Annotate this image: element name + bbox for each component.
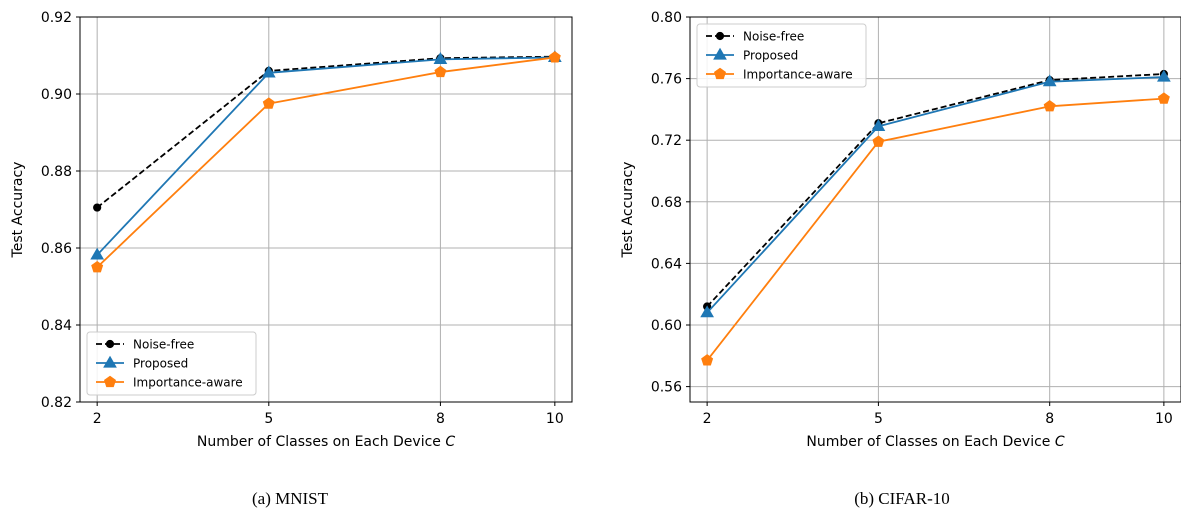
y-tick-label: 0.76 (651, 72, 682, 88)
series-importance-aware (91, 51, 561, 273)
data-point (1157, 92, 1170, 104)
legend-entry: Proposed (133, 357, 188, 371)
series-importance-aware (701, 92, 1170, 366)
series-line (96, 56, 555, 256)
x-tick-label: 2 (93, 411, 102, 427)
series-line (96, 55, 555, 209)
x-axis-label: Number of Classes on Each Device C (197, 434, 456, 450)
x-tick-label: 2 (703, 411, 712, 427)
x-axis-label-variable: C (445, 434, 455, 450)
series-noise-free (703, 69, 1168, 311)
data-point (90, 247, 105, 260)
chart-2: 2 5 8 10 0.56 0.60 0.64 0.68 0.72 0.76 0.80 Number … (620, 10, 1181, 508)
y-axis-label: Test Accuracy (620, 162, 636, 259)
x-tick-label: 10 (1155, 411, 1173, 427)
y-tick-label: 0.84 (41, 318, 72, 334)
y-tick-label: 0.86 (41, 241, 72, 257)
legend-entry: Noise-free (743, 30, 804, 44)
y-tick-label: 0.64 (651, 256, 682, 272)
x-tick-label: 10 (546, 411, 564, 427)
legend: Noise-free Proposed Importance-aware (86, 331, 257, 396)
y-tick-label: 0.80 (651, 10, 682, 26)
legend-marker (105, 339, 115, 349)
series-line (96, 56, 555, 268)
legend-marker (103, 355, 117, 368)
y-tick-label: 0.60 (651, 318, 682, 334)
x-axis-label-text: Number of Classes on Each Device (806, 434, 1055, 450)
x-tick-label: 8 (1045, 411, 1054, 427)
data-point (434, 65, 447, 78)
y-tick-label: 0.68 (651, 195, 682, 211)
data-point (871, 119, 886, 131)
figure-caption: (a) MNIST (252, 489, 329, 508)
data-point (701, 354, 714, 366)
y-tick-label: 0.56 (651, 380, 682, 396)
legend-entry: Proposed (743, 49, 798, 63)
legend: Noise-free Proposed Importance-aware (696, 23, 867, 88)
data-point (1043, 100, 1056, 112)
series-proposed (700, 69, 1171, 318)
x-axis-label-variable: C (1055, 434, 1065, 450)
data-point (1042, 74, 1057, 87)
plot-frame (689, 16, 1181, 403)
legend-box (696, 23, 867, 88)
series-noise-free (93, 52, 559, 212)
legend-box (86, 331, 257, 396)
data-point (433, 52, 448, 64)
legend-marker (715, 31, 725, 41)
legend-marker (104, 375, 116, 388)
y-tick-label: 0.72 (651, 133, 682, 149)
figure-caption: (b) CIFAR-10 (854, 489, 950, 508)
data-point (548, 51, 561, 63)
x-tick-label: 5 (874, 411, 883, 427)
legend-marker (713, 47, 727, 60)
y-tick-label: 0.92 (41, 10, 72, 26)
x-axis-label-text: Number of Classes on Each Device (197, 434, 446, 450)
data-point (872, 135, 885, 147)
data-point (261, 65, 276, 78)
y-tick-label: 0.88 (41, 164, 72, 180)
series-line (706, 76, 1164, 314)
y-tick-label: 0.90 (41, 87, 72, 103)
legend-entry: Importance-aware (133, 376, 243, 390)
data-point (700, 305, 714, 318)
legend-marker (714, 67, 726, 80)
x-axis-label: Number of Classes on Each Device C (806, 434, 1065, 450)
x-tick-label: 8 (436, 411, 445, 427)
y-tick-label: 0.82 (41, 395, 72, 411)
legend-entry: Noise-free (133, 338, 194, 352)
x-tick-label: 5 (264, 411, 273, 427)
series-proposed (90, 50, 562, 260)
data-point (1157, 69, 1171, 82)
data-point (262, 97, 275, 109)
data-point (91, 260, 104, 273)
plot-frame (79, 16, 573, 403)
legend-entry: Importance-aware (743, 68, 853, 82)
y-axis-label: Test Accuracy (10, 162, 26, 259)
series-line (706, 97, 1164, 361)
chart-1: 2 5 8 10 0.82 0.84 0.86 0.88 0.90 0.92 Number of C… (10, 10, 573, 508)
data-point (93, 203, 102, 212)
